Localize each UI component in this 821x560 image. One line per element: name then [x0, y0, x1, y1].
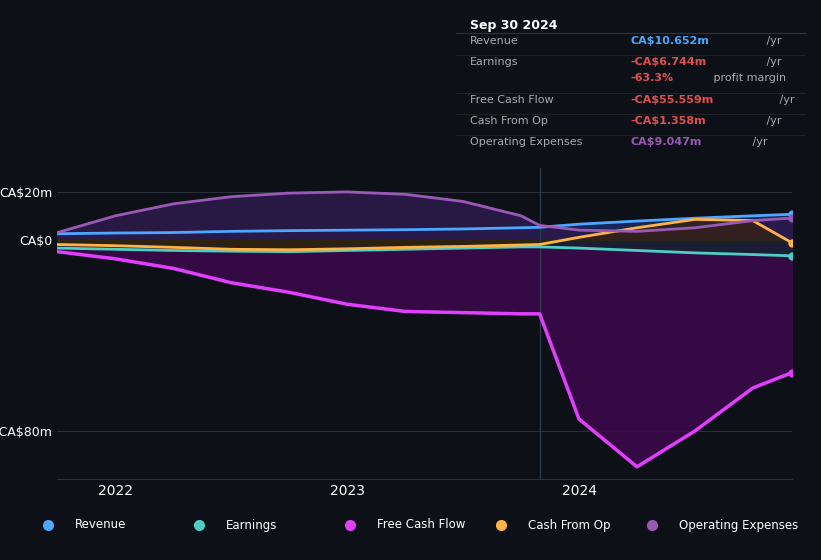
Text: CA$9.047m: CA$9.047m — [631, 137, 701, 147]
Text: profit margin: profit margin — [709, 73, 786, 83]
Text: /yr: /yr — [776, 95, 795, 105]
Text: -CA$6.744m: -CA$6.744m — [631, 57, 706, 67]
Text: /yr: /yr — [763, 36, 782, 45]
Text: Free Cash Flow: Free Cash Flow — [377, 519, 465, 531]
Text: Cash From Op: Cash From Op — [470, 116, 548, 126]
Text: /yr: /yr — [763, 57, 782, 67]
Text: -CA$55.559m: -CA$55.559m — [631, 95, 713, 105]
Text: /yr: /yr — [750, 137, 768, 147]
Text: /yr: /yr — [763, 116, 782, 126]
Text: CA$10.652m: CA$10.652m — [631, 36, 709, 45]
Text: Free Cash Flow: Free Cash Flow — [470, 95, 553, 105]
Text: Earnings: Earnings — [470, 57, 518, 67]
Text: Revenue: Revenue — [75, 519, 126, 531]
Text: -63.3%: -63.3% — [631, 73, 673, 83]
Text: Revenue: Revenue — [470, 36, 518, 45]
Text: Sep 30 2024: Sep 30 2024 — [470, 19, 557, 32]
Text: Operating Expenses: Operating Expenses — [470, 137, 582, 147]
Text: -CA$1.358m: -CA$1.358m — [631, 116, 706, 126]
Text: Earnings: Earnings — [226, 519, 277, 531]
Text: Cash From Op: Cash From Op — [528, 519, 610, 531]
Text: Operating Expenses: Operating Expenses — [679, 519, 798, 531]
